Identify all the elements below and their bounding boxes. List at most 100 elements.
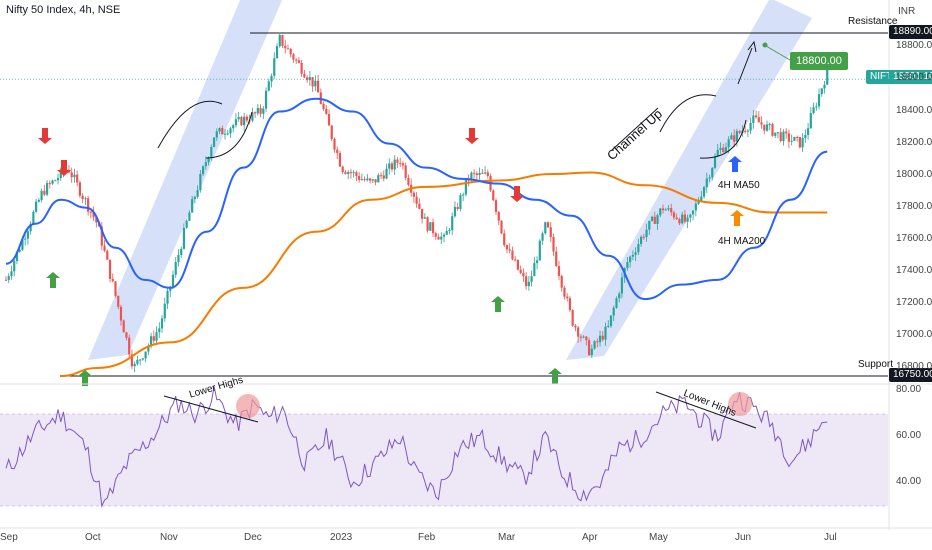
- candle-body: [147, 345, 150, 352]
- candle-body: [84, 198, 87, 200]
- candle-body: [557, 266, 561, 276]
- candle-body: [787, 133, 791, 142]
- time-tick-label: Apr: [582, 532, 598, 543]
- candle-body: [645, 229, 648, 238]
- candle-body: [793, 136, 796, 141]
- candle-body: [243, 116, 246, 126]
- candle-body: [240, 117, 243, 126]
- candle-body: [702, 187, 706, 197]
- candle-body: [790, 140, 793, 142]
- bottom-curve-1: [205, 111, 253, 159]
- candle-body: [612, 307, 615, 316]
- candle-body: [95, 217, 98, 223]
- candle-body: [303, 73, 306, 78]
- candle-body: [700, 196, 703, 201]
- price-tick-label: 18400.00: [896, 104, 932, 116]
- candle-body: [535, 260, 539, 264]
- candle-body: [70, 172, 73, 178]
- projection-arrow: [737, 47, 753, 85]
- candle-body: [483, 172, 487, 174]
- candle-body: [111, 278, 114, 282]
- candle-body: [560, 275, 563, 288]
- candle-body: [114, 281, 117, 296]
- candle-body: [563, 287, 566, 297]
- candle-body: [749, 123, 752, 131]
- candle-body: [503, 233, 506, 246]
- candle-body: [752, 115, 755, 124]
- candle-body: [322, 103, 325, 109]
- candle-body: [459, 195, 462, 210]
- candle-body: [207, 157, 210, 163]
- candle-body: [360, 179, 363, 181]
- candle-body: [76, 174, 79, 183]
- time-tick-label: Sep: [0, 532, 18, 543]
- time-tick-label: Nov: [160, 532, 178, 543]
- candle-body: [297, 60, 301, 63]
- candle-body: [256, 107, 259, 114]
- candle-body: [634, 252, 637, 255]
- candle-body: [727, 139, 730, 148]
- candle-body: [798, 137, 801, 148]
- candle-body: [683, 214, 686, 222]
- candle-body: [650, 216, 654, 221]
- candle-body: [174, 261, 177, 275]
- candle-body: [128, 337, 131, 355]
- candle-body: [823, 84, 826, 89]
- candle-body: [757, 117, 760, 123]
- candle-body: [284, 45, 287, 49]
- top-curve-2: [659, 94, 717, 133]
- candle-body: [371, 179, 374, 181]
- candle-body: [642, 236, 645, 238]
- candle-body: [571, 310, 574, 326]
- candle-body: [204, 162, 207, 167]
- candle-body: [765, 124, 769, 131]
- candle-body: [212, 137, 216, 147]
- candle-body: [481, 172, 484, 174]
- candle-body: [166, 290, 169, 304]
- candle-body: [40, 190, 43, 200]
- candle-body: [333, 139, 336, 150]
- candle-body: [716, 149, 719, 157]
- highlight-circle-2: [728, 392, 752, 416]
- candle-body: [713, 156, 717, 168]
- candle-body: [656, 215, 659, 224]
- top-curve-1: [157, 100, 223, 149]
- candle-body: [226, 133, 229, 135]
- candle-body: [251, 112, 254, 121]
- candle-body: [289, 48, 292, 55]
- candle-body: [431, 222, 435, 234]
- candle-body: [456, 207, 459, 210]
- price-tick-label: 17200.00: [896, 296, 932, 308]
- candle-body: [15, 251, 19, 261]
- price-tick-label: 17800.00: [896, 200, 932, 212]
- rsi-tick-label: 60.00: [896, 430, 922, 441]
- candle-body: [568, 298, 572, 311]
- rsi-tick-label: 40.00: [896, 476, 922, 487]
- candle-body: [776, 132, 780, 134]
- candle-body: [311, 77, 314, 87]
- candle-body: [415, 196, 418, 204]
- candle-body: [738, 131, 741, 133]
- candle-body: [475, 173, 478, 175]
- candle-body: [708, 177, 711, 179]
- candle-body: [202, 166, 205, 174]
- bottom-curve-2: [699, 119, 747, 159]
- candle-body: [582, 336, 585, 338]
- candle-body: [546, 222, 550, 228]
- candle-body: [519, 269, 522, 273]
- candle-body: [182, 227, 186, 249]
- candle-body: [806, 128, 810, 135]
- candle-body: [453, 207, 457, 217]
- price-tick-label: 18000.00: [896, 168, 932, 180]
- channel-up-arrow-line: [611, 107, 659, 151]
- candle-body: [385, 168, 388, 179]
- candle-body: [640, 236, 643, 245]
- candle-body: [81, 195, 84, 199]
- candle-body: [267, 81, 270, 91]
- candle-body: [667, 208, 670, 210]
- candle-body: [163, 303, 166, 319]
- candle-body: [4, 279, 8, 281]
- candle-body: [139, 359, 142, 361]
- candle-body: [593, 341, 596, 349]
- candle-body: [130, 354, 134, 367]
